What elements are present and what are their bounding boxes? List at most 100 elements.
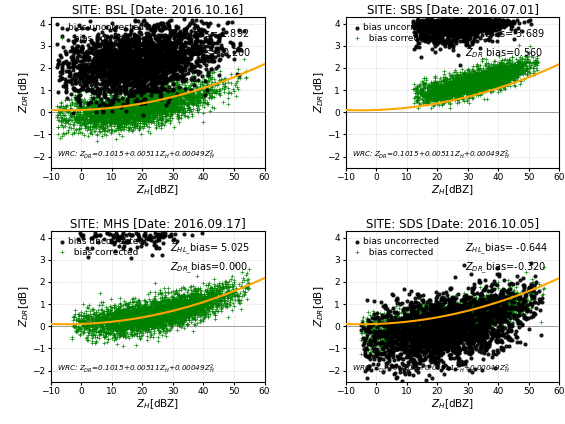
  bias corrected [518,69,527,76]
bias uncorrected [503,304,512,311]
bias uncorrected [154,38,163,45]
  bias corrected [147,86,156,92]
bias uncorrected [202,62,211,69]
  bias corrected [148,103,157,109]
  bias corrected [435,312,444,319]
  bias corrected [468,316,477,323]
  bias corrected [131,96,140,103]
  bias corrected [363,347,372,354]
  bias corrected [373,318,383,325]
  bias corrected [473,315,482,322]
  bias corrected [519,67,528,73]
bias uncorrected [433,303,442,310]
  bias corrected [111,322,120,329]
  bias corrected [100,105,109,112]
bias uncorrected [159,71,168,78]
bias uncorrected [104,75,113,82]
  bias corrected [161,115,170,122]
  bias corrected [138,100,147,107]
bias uncorrected [133,48,142,55]
  bias corrected [147,298,157,304]
  bias corrected [142,333,151,340]
  bias corrected [453,318,462,324]
  bias corrected [145,315,154,322]
  bias corrected [125,112,134,119]
  bias corrected [105,109,114,116]
  bias corrected [99,108,108,114]
  bias corrected [454,83,463,90]
  bias corrected [112,96,121,103]
  bias corrected [136,318,145,325]
  bias corrected [89,108,98,114]
  bias corrected [463,317,472,324]
  bias corrected [457,84,466,91]
  bias corrected [473,89,482,96]
  bias corrected [160,311,169,318]
bias uncorrected [131,61,140,67]
  bias corrected [125,86,134,93]
  bias corrected [157,307,166,314]
  bias corrected [124,324,133,331]
  bias corrected [462,329,471,336]
  bias corrected [499,301,508,307]
  bias corrected [164,306,173,312]
bias uncorrected [480,321,489,327]
  bias corrected [141,305,150,312]
  bias corrected [212,288,221,295]
  bias corrected [180,112,189,118]
bias uncorrected [118,43,127,50]
  bias corrected [484,79,493,86]
  bias corrected [120,330,129,337]
  bias corrected [440,327,449,334]
  bias corrected [382,329,391,335]
  bias corrected [476,310,485,317]
  bias corrected [401,327,410,334]
bias uncorrected [483,334,492,340]
  bias corrected [136,117,145,124]
bias uncorrected [372,314,381,321]
  bias corrected [475,84,484,90]
  bias corrected [124,305,133,312]
bias uncorrected [437,349,446,356]
  bias corrected [149,302,158,309]
  bias corrected [177,306,186,313]
  bias corrected [483,71,492,78]
  bias corrected [437,96,446,103]
  bias corrected [410,320,419,326]
  bias corrected [406,321,415,328]
bias uncorrected [166,77,175,84]
  bias corrected [176,319,185,326]
bias uncorrected [445,311,454,318]
  bias corrected [477,71,486,78]
  bias corrected [206,76,215,83]
  bias corrected [475,312,484,318]
  bias corrected [417,326,426,332]
bias uncorrected [532,279,541,285]
  bias corrected [72,114,81,120]
  bias corrected [428,85,437,92]
bias uncorrected [423,29,432,36]
  bias corrected [398,335,407,342]
  bias corrected [478,321,487,328]
  bias corrected [481,70,490,77]
bias uncorrected [461,42,470,49]
  bias corrected [238,287,247,294]
  bias corrected [451,87,460,94]
bias uncorrected [396,319,405,326]
  bias corrected [120,314,129,321]
bias uncorrected [205,33,214,39]
bias uncorrected [92,61,101,68]
bias uncorrected [464,20,473,26]
  bias corrected [515,63,524,70]
  bias corrected [450,82,459,89]
bias uncorrected [141,56,150,63]
  bias corrected [168,90,177,97]
  bias corrected [139,120,148,126]
  bias corrected [144,310,153,316]
  bias corrected [424,318,433,325]
bias uncorrected [417,18,426,25]
bias uncorrected [402,306,411,313]
  bias corrected [141,315,150,322]
  bias corrected [186,99,195,106]
bias uncorrected [104,102,113,109]
